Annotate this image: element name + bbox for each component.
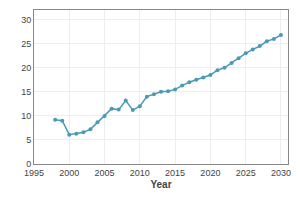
svg-text:2000: 2000 — [59, 168, 79, 178]
svg-text:15: 15 — [21, 87, 31, 97]
svg-text:10: 10 — [21, 111, 31, 121]
svg-text:2015: 2015 — [165, 168, 185, 178]
svg-text:2025: 2025 — [236, 168, 256, 178]
svg-text:5: 5 — [26, 135, 31, 145]
svg-text:0: 0 — [26, 159, 31, 169]
svg-text:25: 25 — [21, 39, 31, 49]
svg-text:2010: 2010 — [130, 168, 150, 178]
svg-text:2005: 2005 — [95, 168, 115, 178]
svg-text:20: 20 — [21, 63, 31, 73]
svg-text:2020: 2020 — [200, 168, 220, 178]
svg-text:1995: 1995 — [24, 168, 44, 178]
svg-text:2030: 2030 — [271, 168, 291, 178]
svg-text:Year: Year — [150, 179, 171, 190]
svg-text:30: 30 — [21, 15, 31, 25]
